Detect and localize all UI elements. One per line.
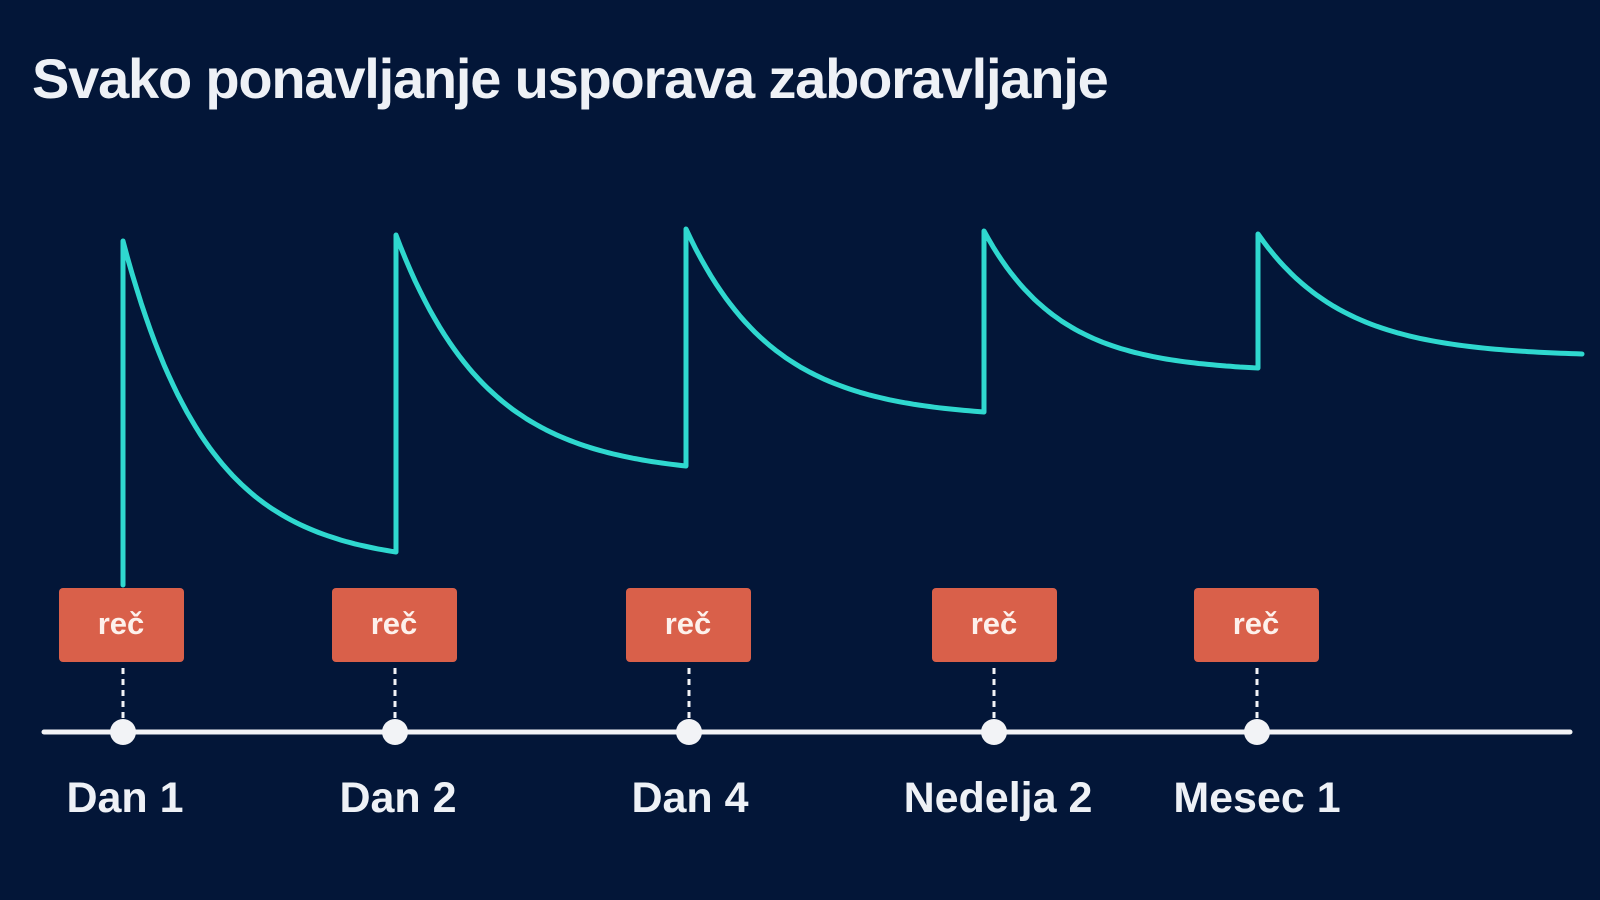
slide-title: Svako ponavljanje usporava zaboravljanje <box>32 47 1109 110</box>
review-word-box <box>932 588 1057 662</box>
forgetting-curve <box>120 226 1585 588</box>
time-label: Dan 1 <box>66 774 183 822</box>
review-word-label: reč <box>371 606 418 641</box>
time-label: Dan 4 <box>631 774 748 822</box>
review-marker-5: reč Mesec 1 <box>1173 588 1341 822</box>
review-word-box <box>332 588 457 662</box>
time-label: Mesec 1 <box>1173 774 1340 822</box>
review-word-box <box>59 588 184 662</box>
timeline-point <box>676 719 702 745</box>
review-word-label: reč <box>665 606 712 641</box>
review-word-box <box>626 588 751 662</box>
review-marker-2: reč Dan 2 <box>332 588 457 822</box>
review-marker-3: reč Dan 4 <box>626 588 751 822</box>
review-marker-4: reč Nedelja 2 <box>904 588 1093 822</box>
review-word-box <box>1194 588 1319 662</box>
timeline-point <box>110 719 136 745</box>
time-label: Nedelja 2 <box>904 774 1093 822</box>
review-word-label: reč <box>971 606 1018 641</box>
time-label: Dan 2 <box>339 774 456 822</box>
review-word-label: reč <box>1233 606 1280 641</box>
timeline-point <box>1244 719 1270 745</box>
review-marker-1: reč Dan 1 <box>59 588 184 822</box>
review-word-label: reč <box>98 606 145 641</box>
timeline-point <box>981 719 1007 745</box>
timeline-point <box>382 719 408 745</box>
